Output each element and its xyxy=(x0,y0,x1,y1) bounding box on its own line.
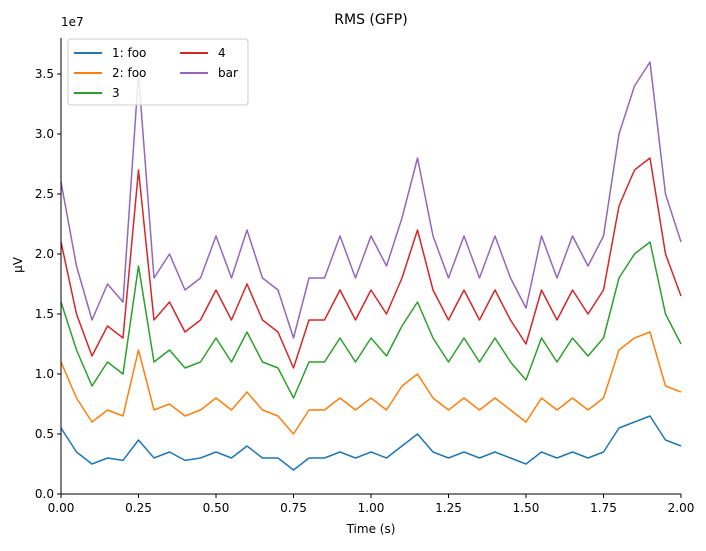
x-tick-label: 1.25 xyxy=(435,501,462,515)
series-line-5 xyxy=(60,61,682,339)
x-tick-label: 0.00 xyxy=(48,501,75,515)
legend-label: 2: foo xyxy=(112,66,146,80)
legend-label: 1: foo xyxy=(112,46,146,60)
y-tick-label: 0.5 xyxy=(35,427,54,441)
legend-label: 3 xyxy=(112,86,120,100)
x-tick-label: 1.50 xyxy=(513,501,540,515)
y-tick-label: 3.0 xyxy=(35,127,54,141)
x-tick-label: 2.00 xyxy=(668,501,695,515)
legend-label: 4 xyxy=(218,46,226,60)
x-tick-label: 0.75 xyxy=(280,501,307,515)
series-line-3 xyxy=(60,241,682,399)
y-axis-label: µV xyxy=(11,256,25,273)
x-tick-label: 1.75 xyxy=(590,501,617,515)
y-tick-label: 1.5 xyxy=(35,307,54,321)
x-tick-label: 0.50 xyxy=(203,501,230,515)
y-tick-label: 2.0 xyxy=(35,247,54,261)
x-tick-label: 0.25 xyxy=(125,501,152,515)
legend-label: bar xyxy=(218,66,238,80)
series-line-4 xyxy=(60,157,682,369)
legend-box xyxy=(67,38,249,106)
y-tick-label: 0.0 xyxy=(35,487,54,501)
series-line-2 xyxy=(60,331,682,435)
y-tick-label: 2.5 xyxy=(35,187,54,201)
series-layer xyxy=(60,61,682,471)
axes-layer: 0.00 0.25 0.50 0.75 1.00 1.25 1.50 1.75 2.00 0.0 0… xyxy=(35,38,694,515)
chart-title: RMS (GFP) xyxy=(334,12,407,28)
x-tick-label: 1.00 xyxy=(358,501,385,515)
y-tick-label: 3.5 xyxy=(35,67,54,81)
y-tick-label: 1.0 xyxy=(35,367,54,381)
x-axis-label: Time (s) xyxy=(346,522,396,536)
y-offset-label: 1e7 xyxy=(61,15,84,29)
series-line-1 xyxy=(60,415,682,471)
legend: 1: foo 2: foo 3 4 bar xyxy=(67,38,249,106)
